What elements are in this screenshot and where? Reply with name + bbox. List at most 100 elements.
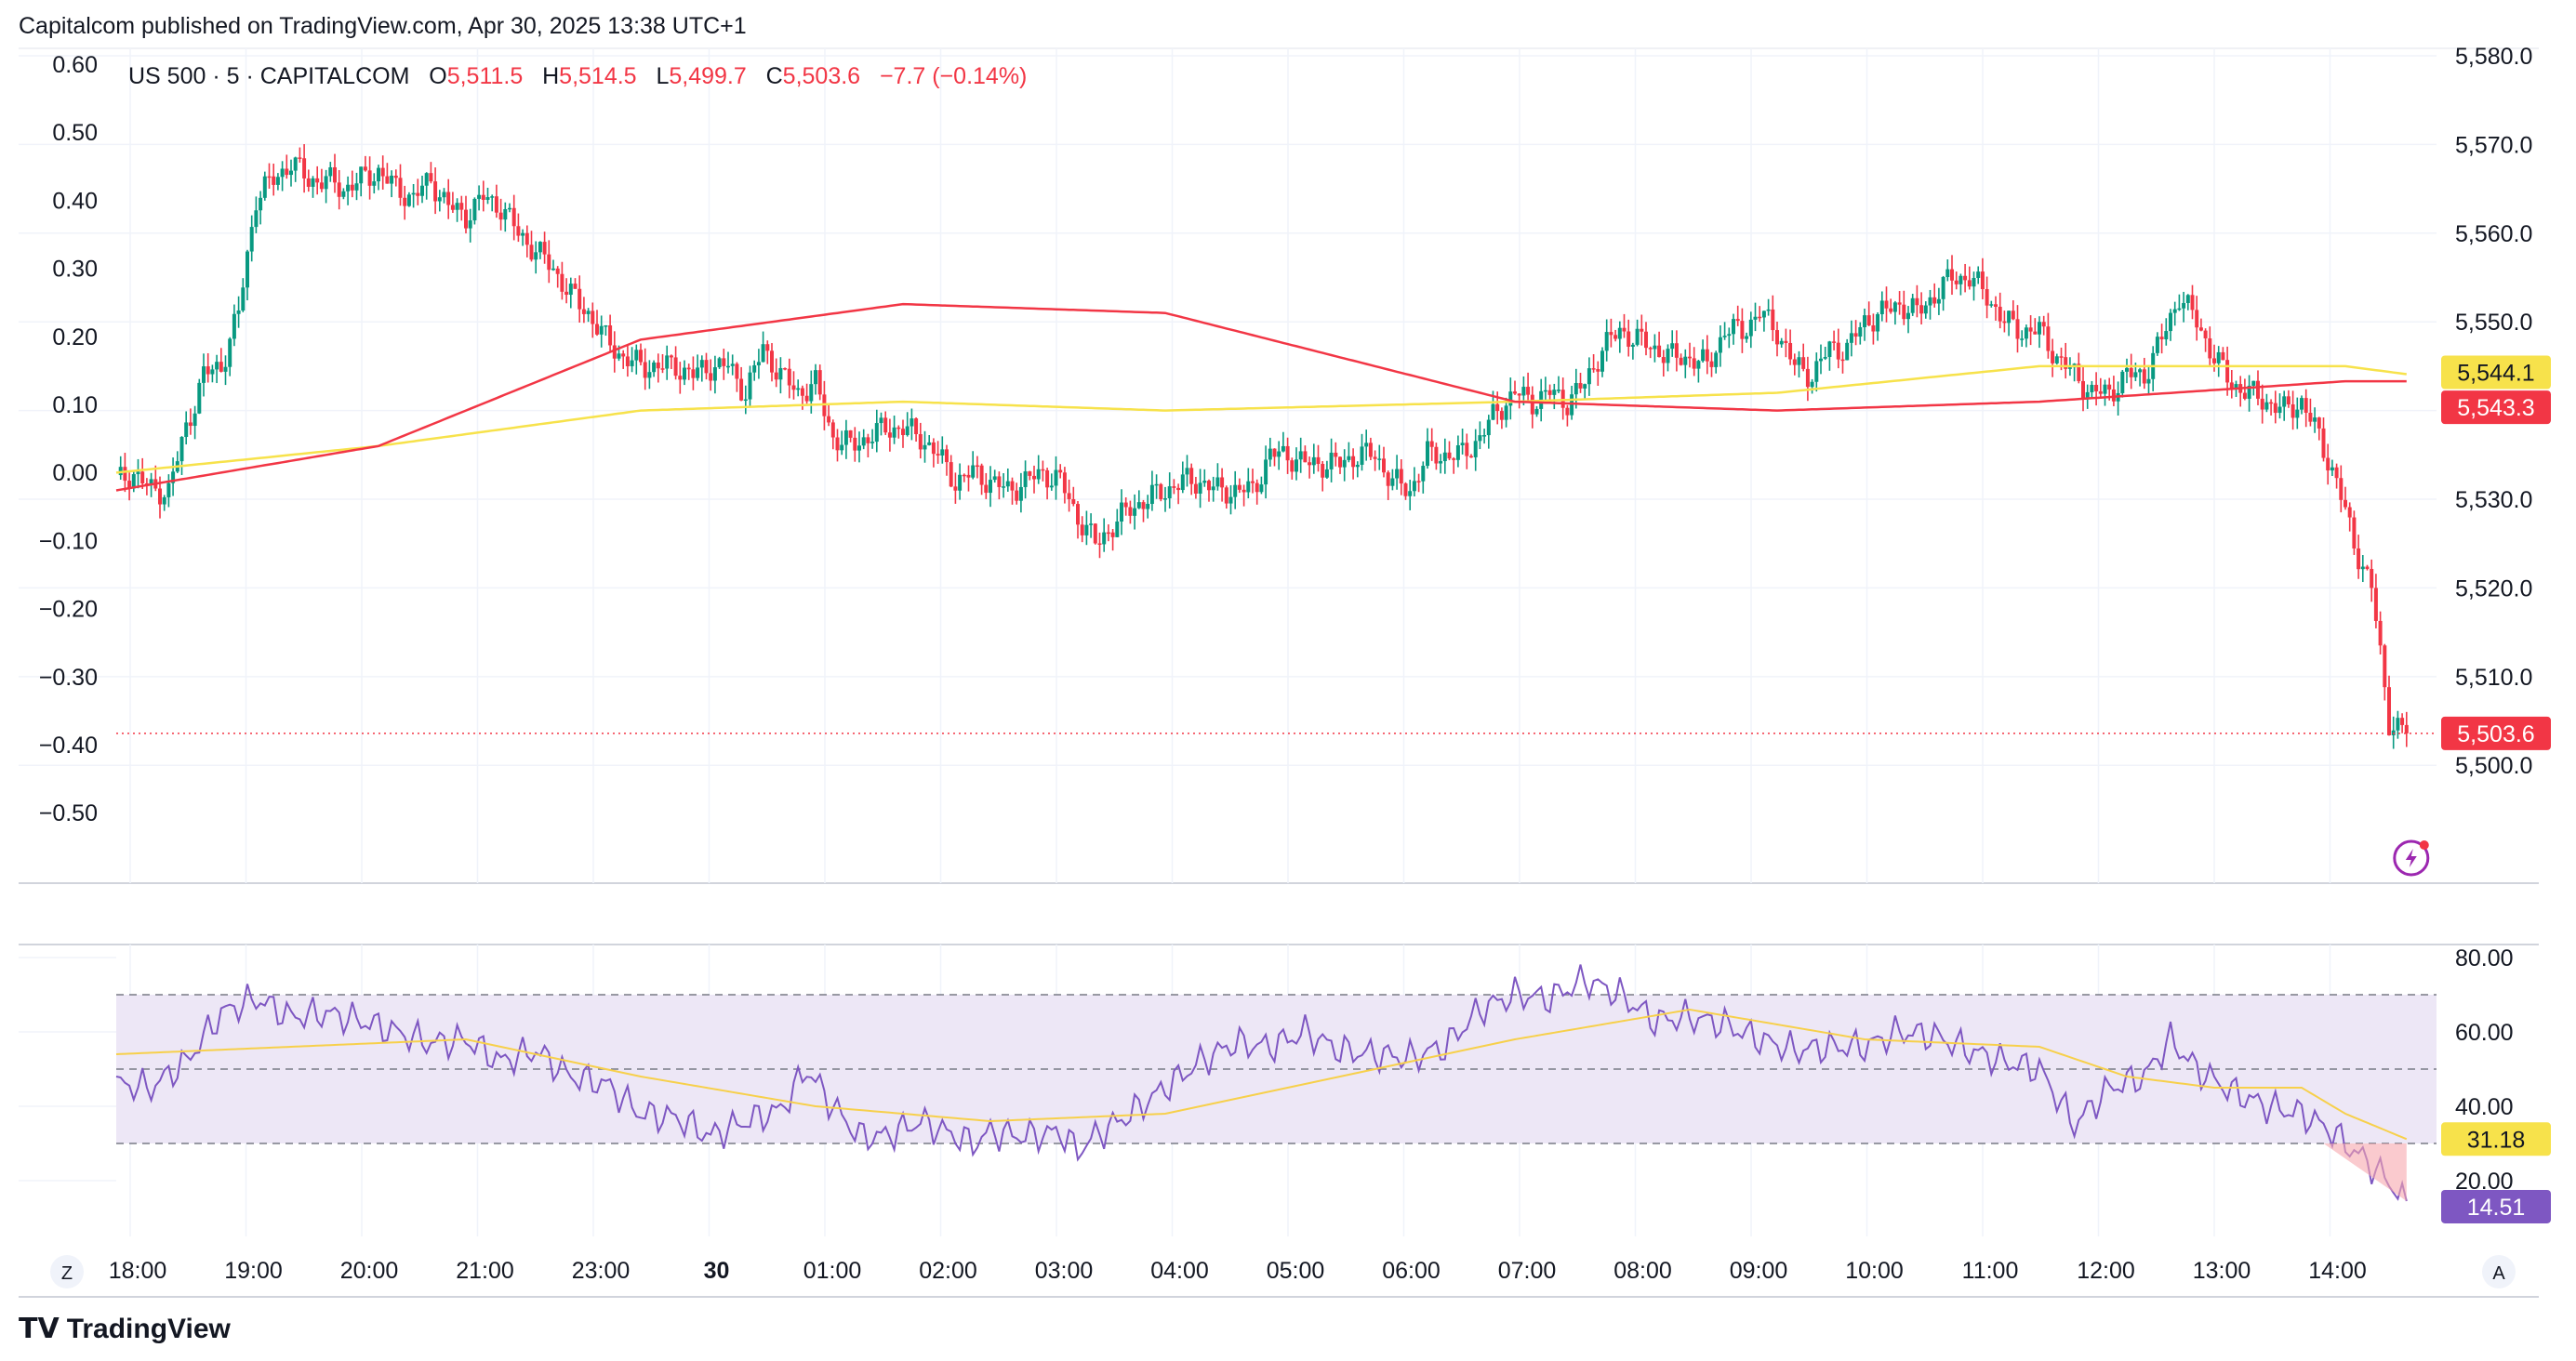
candle-body: [1823, 356, 1827, 359]
candle-body: [683, 367, 686, 380]
candle-body: [1692, 358, 1696, 369]
candle-body: [691, 369, 696, 378]
candle-body: [1670, 343, 1675, 350]
candle-body: [306, 178, 311, 187]
candle-body: [367, 170, 372, 186]
candle-body: [398, 178, 403, 198]
rsi-oversold-fill: [2323, 1143, 2407, 1201]
candle-body: [1434, 446, 1439, 464]
candle-body: [1023, 471, 1028, 487]
candle-body: [997, 476, 1002, 487]
candle-body: [490, 196, 495, 198]
candle-body: [1683, 356, 1688, 365]
candle-body: [966, 474, 971, 478]
candle-body: [2051, 350, 2055, 363]
price-axis-label: 5,570.0: [2455, 132, 2532, 158]
price-axis-label: 5,550.0: [2455, 310, 2532, 336]
candle-body: [406, 194, 411, 206]
candle-body: [830, 422, 835, 438]
candle-body: [1233, 484, 1238, 497]
candle-body: [2002, 321, 2007, 324]
candle-body: [1455, 444, 1460, 460]
candle-body: [481, 194, 485, 200]
candle-body: [1761, 311, 1766, 318]
candle-body: [1237, 484, 1242, 490]
x-tick-label: 02:00: [919, 1258, 977, 1284]
price-axis-label: 5,510.0: [2455, 665, 2532, 691]
candle-body: [612, 345, 617, 359]
candle-body: [1189, 468, 1194, 484]
candle-body: [1324, 469, 1329, 478]
tradingview-brand[interactable]: 𝗧𝗩 TradingView: [19, 1313, 231, 1345]
candle-body: [2090, 384, 2094, 392]
candle-body: [2020, 338, 2025, 340]
candle-body: [1758, 316, 1762, 319]
candle-body: [2208, 337, 2212, 359]
candle-body: [1552, 390, 1557, 395]
candle-body: [870, 442, 875, 443]
low-value: 5,499.7: [669, 63, 747, 89]
candle-body: [673, 357, 678, 377]
candle-body: [817, 370, 822, 395]
candle-body: [2352, 517, 2357, 548]
left-axis-label: −0.10: [39, 528, 98, 554]
x-tick-label: 04:00: [1150, 1258, 1209, 1284]
candle-body: [787, 368, 791, 386]
candle-body: [2120, 371, 2125, 393]
x-tick-label: 01:00: [803, 1258, 862, 1284]
candle-body: [1679, 357, 1683, 365]
candle-body: [2295, 409, 2300, 418]
candle-body: [639, 350, 643, 363]
candle-body: [298, 157, 302, 159]
candle-body: [210, 369, 215, 375]
candle-body: [1526, 387, 1531, 395]
symbol-label[interactable]: US 500 · 5 · CAPITALCOM: [128, 63, 410, 89]
left-axis-label: −0.30: [39, 665, 98, 691]
candle-body: [1416, 481, 1421, 482]
candle-body: [1727, 334, 1732, 337]
candle-body: [1709, 361, 1714, 367]
candle-body: [529, 244, 534, 260]
candle-body: [2242, 392, 2247, 399]
candle-body: [2404, 724, 2409, 733]
ma-fast-price-tag-bg: [2441, 390, 2551, 425]
candle-body: [1172, 486, 1176, 488]
candle-body: [2256, 380, 2260, 399]
candle-body: [319, 182, 324, 190]
candle-body: [1810, 381, 1814, 388]
candle-body: [1399, 469, 1403, 484]
candle-body: [704, 360, 709, 374]
candle-body: [1630, 344, 1635, 347]
candle-body: [259, 197, 263, 211]
candle-body: [2286, 396, 2291, 404]
candle-body: [1557, 390, 1560, 391]
candle-body: [866, 437, 870, 443]
candle-body: [127, 481, 132, 489]
candle-body: [289, 170, 293, 176]
candle-body: [861, 437, 866, 446]
candle-body: [949, 462, 953, 487]
candle-body: [2304, 398, 2308, 414]
candle-body: [2195, 310, 2199, 328]
candle-body: [2038, 322, 2041, 335]
candle-body: [1120, 502, 1123, 522]
candle-body: [2125, 367, 2129, 372]
candle-body: [2344, 499, 2347, 508]
candle-body: [958, 474, 963, 491]
candle-body: [232, 313, 236, 339]
candle-body: [390, 175, 394, 184]
change-value: −7.7 (−0.14%): [879, 63, 1028, 89]
candle-body: [1351, 456, 1356, 468]
candle-body: [1163, 498, 1167, 500]
left-axis-label: −0.40: [39, 733, 98, 759]
candle-body: [1565, 407, 1570, 416]
candle-body: [2129, 367, 2133, 377]
candle-body: [1149, 484, 1154, 505]
candle-body: [459, 203, 464, 210]
candle-body: [1963, 275, 1968, 281]
candle-body: [1879, 300, 1884, 314]
candle-body: [1045, 469, 1050, 488]
candle-body: [2203, 330, 2208, 338]
candle-body: [1644, 331, 1648, 349]
